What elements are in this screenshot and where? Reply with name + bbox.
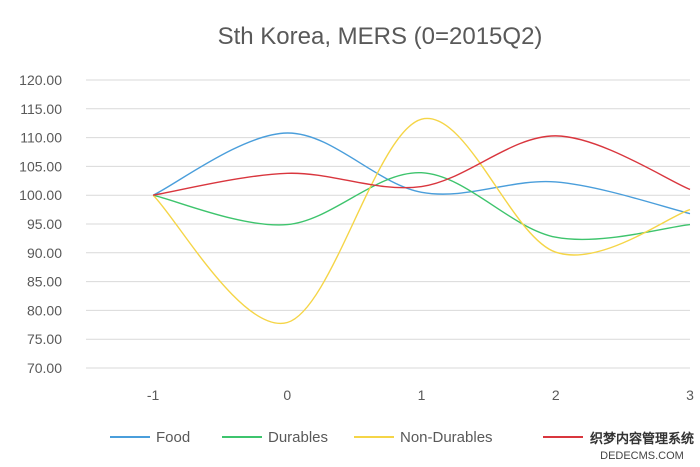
watermark-url: DEDECMS.COM [600, 450, 684, 462]
y-tick-label: 85.00 [27, 274, 62, 290]
legend-label: Non-Durables [400, 429, 493, 446]
y-tick-label: 100.00 [19, 187, 62, 203]
x-tick-label: 1 [418, 387, 426, 403]
series-line-durables [152, 172, 691, 241]
legend-label: Food [156, 429, 190, 446]
chart-title: Sth Korea, MERS (0=2015Q2) [218, 23, 543, 50]
gridlines [86, 79, 690, 369]
x-tick-label: 3 [686, 387, 694, 403]
y-tick-label: 75.00 [27, 331, 62, 347]
y-tick-label: 80.00 [27, 302, 62, 318]
y-tick-label: 95.00 [27, 216, 62, 232]
watermark-backdrop [588, 426, 696, 464]
x-tick-label: 0 [283, 387, 291, 403]
legend-label: Durables [268, 429, 328, 446]
x-tick-label: 2 [552, 387, 560, 403]
series-line-services [152, 135, 691, 196]
series-line-food [152, 132, 691, 215]
y-tick-label: 110.00 [20, 130, 62, 146]
x-tick-label: -1 [147, 387, 160, 403]
watermark: 织梦内容管理系统 DEDECMS.COM [588, 426, 696, 464]
watermark-text: 织梦内容管理系统 [590, 431, 694, 446]
series-line-non-durables [152, 117, 691, 325]
series-lines [152, 117, 691, 325]
x-axis-tick-labels: -1 0 1 2 3 [147, 387, 694, 403]
y-tick-label: 120.00 [19, 72, 62, 88]
y-tick-label: 70.00 [27, 360, 62, 376]
y-axis-tick-labels: 70.00 75.00 80.00 85.00 90.00 95.00 100.00 105.… [19, 72, 62, 376]
y-tick-label: 115.00 [20, 101, 62, 117]
y-tick-label: 105.00 [19, 158, 62, 174]
y-tick-label: 90.00 [27, 245, 62, 261]
